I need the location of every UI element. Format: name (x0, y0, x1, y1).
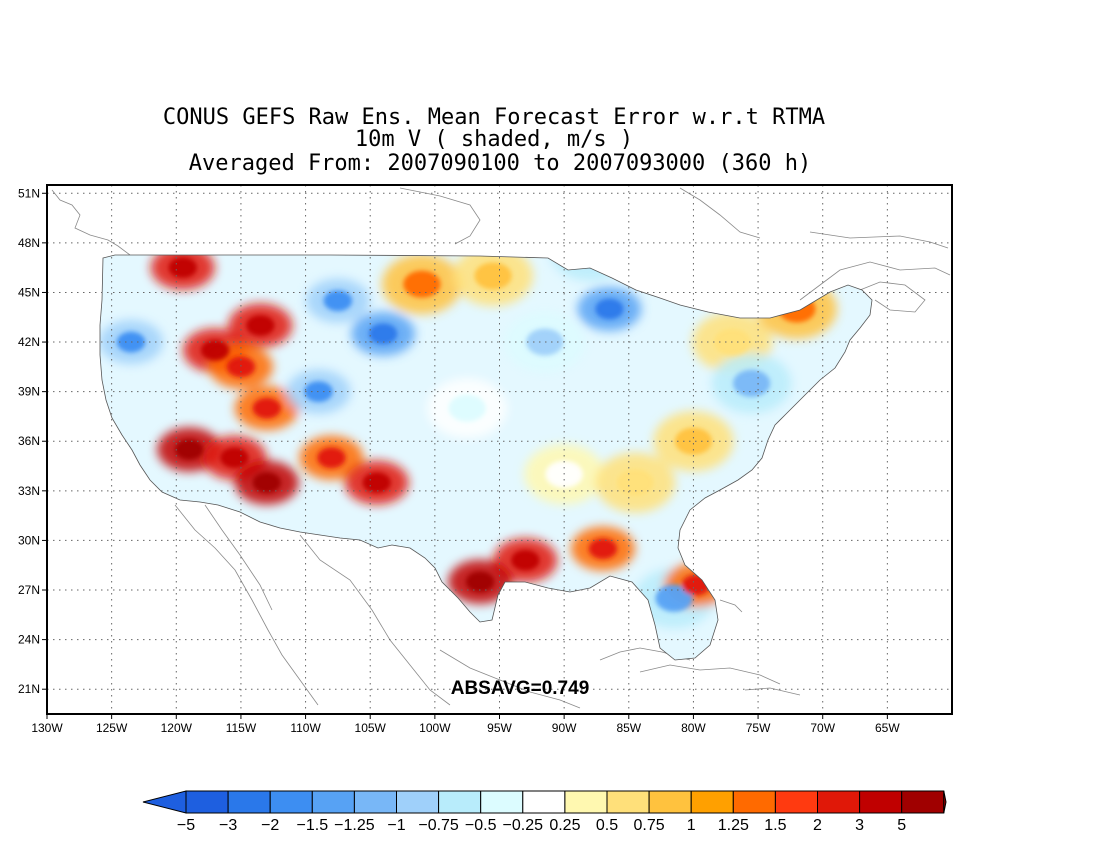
colorbar-label: 2 (813, 817, 822, 834)
coastline-outlines (51, 187, 951, 709)
field-region (448, 394, 486, 422)
lon-tick-label: 70W (810, 721, 835, 735)
colorbar-label: −2 (261, 817, 279, 834)
field-region (200, 339, 230, 361)
colorbar-swatch (353, 790, 397, 814)
colorbar-swatch (564, 790, 608, 814)
field-region (616, 468, 654, 497)
field-region (526, 328, 564, 356)
lat-tick-label: 48N (18, 236, 40, 250)
field-region (168, 257, 198, 279)
colorbar-label: 1.5 (764, 817, 786, 834)
field-region (317, 447, 346, 469)
colorbar-swatch (480, 790, 524, 814)
title-line-1: CONUS GEFS Raw Ens. Mean Forecast Error … (163, 105, 825, 130)
lon-tick-label: 65W (875, 721, 900, 735)
lat-tick-label: 45N (18, 285, 40, 299)
lat-tick-label: 39N (18, 385, 40, 399)
colorbar-swatch (185, 790, 229, 814)
lon-tick-label: 85W (616, 721, 641, 735)
colorbar-label: −5 (177, 817, 195, 834)
field-region (674, 427, 713, 455)
field-region (595, 298, 624, 320)
field-region (246, 315, 275, 336)
colorbar-label: 3 (855, 817, 864, 834)
title-line-2: 10m V ( shaded, m/s ) (355, 127, 633, 152)
map-grid (47, 185, 952, 714)
colorbar-swatch (227, 790, 271, 814)
latitude-axis: 51N 48N 45N 42N 39N 36N 33N 30N 27N 24N 21N (18, 186, 47, 696)
colorbar-label: 1.25 (718, 817, 749, 834)
colorbar-swatch (901, 790, 945, 814)
field-region (732, 369, 771, 397)
colorbar-label: 1 (687, 817, 696, 834)
map-panel: ABSAVG=0.749 (47, 185, 952, 714)
colorbar-label: −1.5 (297, 817, 329, 834)
lon-tick-label: 95W (487, 721, 512, 735)
colorbar-label: −0.5 (465, 817, 497, 834)
colorbar-label: 0.5 (596, 817, 618, 834)
lat-tick-label: 51N (18, 186, 40, 200)
field-region (588, 538, 618, 560)
lat-tick-label: 42N (18, 335, 40, 349)
colorbar-swatch (438, 790, 482, 814)
colorbar-swatch (774, 790, 819, 814)
colorbar-swatch (269, 790, 313, 814)
field-region (252, 397, 282, 419)
colorbar-label: 5 (897, 817, 906, 834)
field-region (465, 571, 495, 593)
field-region (368, 323, 398, 345)
longitude-axis: 130W 125W 120W 115W 110W 105W 100W 95W 90W 85W 80W… (31, 714, 900, 735)
field-region (226, 356, 256, 378)
colorbar-label: −0.25 (503, 817, 544, 834)
field-region (511, 549, 540, 571)
lon-tick-label: 120W (161, 721, 193, 735)
title-line-3: Averaged From: 2007090100 to 2007093000 … (189, 151, 812, 176)
colorbar-swatch (859, 790, 903, 814)
colorbar-label: −3 (219, 817, 237, 834)
lon-tick-label: 110W (290, 721, 321, 735)
field-region (220, 447, 249, 469)
field-region (362, 472, 391, 493)
colorbar-swatch (396, 790, 440, 814)
lon-tick-label: 100W (419, 721, 451, 735)
colorbar-label: −1.25 (334, 817, 375, 834)
field-region (655, 584, 693, 612)
colorbar-label: 0.75 (634, 817, 665, 834)
colorbar-arrow-low (142, 790, 187, 814)
lat-tick-label: 27N (18, 583, 40, 597)
lon-tick-label: 115W (226, 721, 257, 735)
lon-tick-label: 75W (746, 721, 771, 735)
colorbar: −5 −3 −2 −1.5 −1.25 −1 −0.75 −0.5 −0.25 0.25 0.5 0.… (142, 790, 947, 834)
field-region (252, 472, 282, 493)
lat-tick-label: 36N (18, 434, 40, 448)
absavg-annotation: ABSAVG=0.749 (451, 678, 590, 699)
colorbar-label: −0.75 (418, 817, 459, 834)
lon-tick-label: 105W (355, 721, 387, 735)
lon-tick-label: 90W (552, 721, 577, 735)
field-region (323, 290, 353, 312)
colorbar-swatch (732, 790, 776, 814)
lat-tick-label: 24N (18, 633, 40, 647)
lat-tick-label: 21N (18, 682, 40, 696)
colorbar-label: 0.25 (549, 817, 580, 834)
colorbar-swatch (522, 790, 566, 814)
field-region (474, 262, 512, 290)
lon-tick-label: 80W (681, 721, 706, 735)
lat-tick-label: 33N (18, 484, 40, 498)
colorbar-swatch (606, 790, 650, 814)
field-region (403, 270, 441, 298)
colorbar-swatch (690, 790, 734, 814)
lon-tick-label: 125W (96, 721, 128, 735)
lat-tick-label: 30N (18, 533, 40, 547)
colorbar-swatch (311, 790, 355, 814)
colorbar-arrow-high (943, 790, 947, 814)
colorbar-label: −1 (387, 817, 405, 834)
field-region (174, 439, 204, 460)
lon-tick-label: 130W (31, 721, 63, 735)
field-region (304, 381, 333, 403)
colorbar-swatch (648, 790, 692, 814)
colorbar-swatch (817, 790, 861, 814)
